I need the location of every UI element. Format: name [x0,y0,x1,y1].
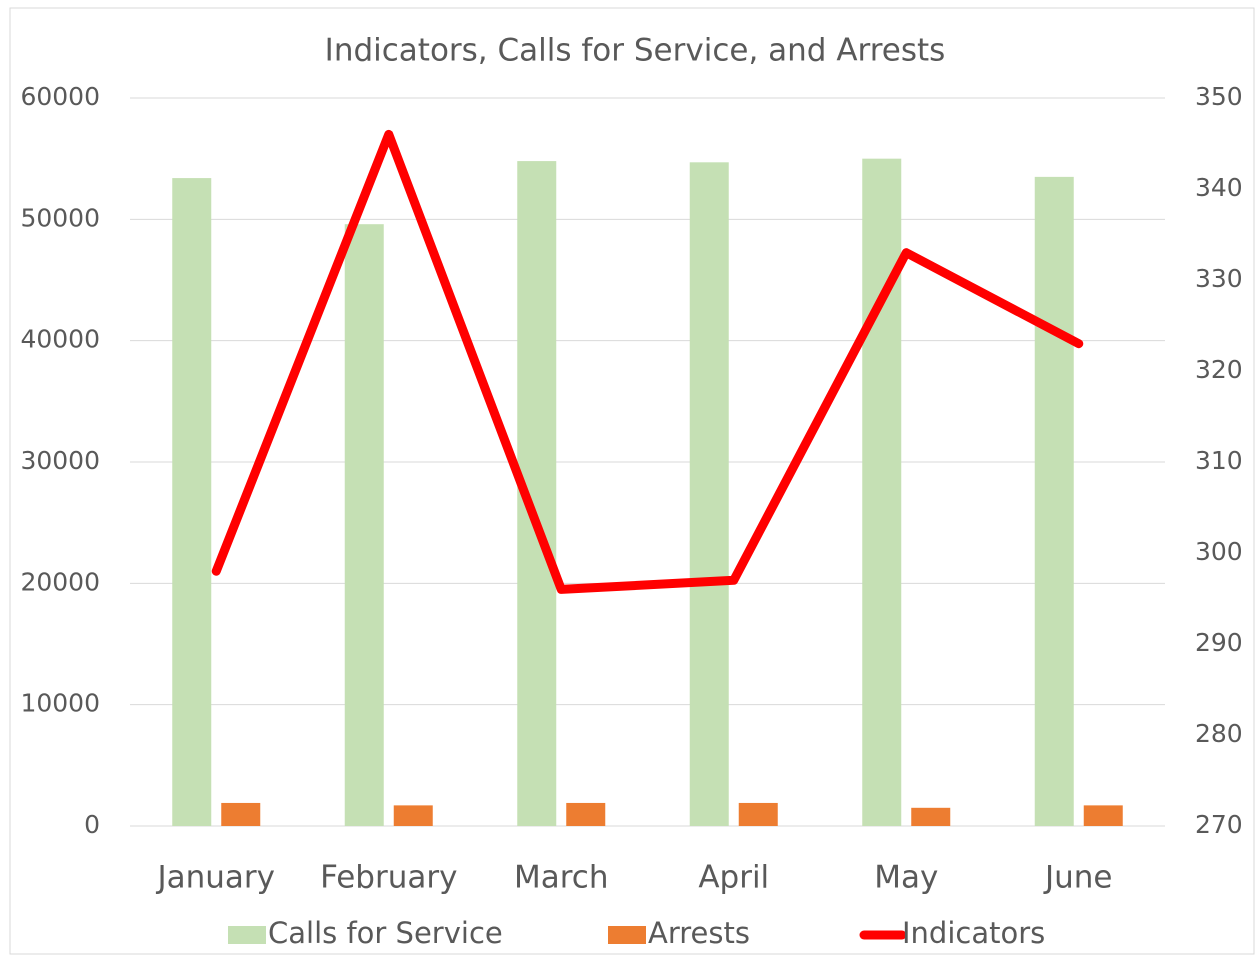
x-tick-label: April [698,860,769,896]
y-tick-label: 10000 [20,689,100,718]
y2-tick-label: 310 [1195,446,1243,475]
y2-tick-label: 300 [1195,537,1243,566]
y-tick-label: 30000 [20,446,100,475]
bar [344,224,384,827]
y2-tick-label: 340 [1195,173,1243,202]
y2-tick-label: 270 [1195,810,1243,839]
y2-tick-label: 280 [1195,719,1243,748]
bar [1083,805,1123,826]
y2-tick-label: 330 [1195,264,1243,293]
bar [1034,176,1074,826]
bar [689,162,729,827]
bar [172,178,212,826]
y-tick-label: 60000 [20,82,100,111]
legend-label: Arrests [648,916,750,950]
x-tick-label: May [874,860,938,896]
x-tick-label: March [514,860,609,896]
y2-tick-label: 320 [1195,355,1243,384]
y-tick-label: 0 [84,810,100,839]
bar [221,802,261,826]
bar [393,805,433,826]
legend-label: Calls for Service [268,916,503,950]
line [211,129,1084,594]
y-tick-label: 50000 [20,203,100,232]
bar [738,802,778,826]
bar [566,802,606,826]
x-tick-label: January [155,860,275,896]
bar [862,158,902,826]
bar [911,807,951,826]
y2-tick-label: 350 [1195,82,1243,111]
y-tick-label: 40000 [20,325,100,354]
chart-title: Indicators, Calls for Service, and Arres… [325,33,946,69]
legend-label: Indicators [902,916,1045,950]
legend-swatch [608,926,646,944]
y-tick-label: 20000 [20,567,100,596]
x-tick-label: June [1043,860,1113,896]
x-tick-label: February [320,860,457,896]
legend-swatch [228,926,266,944]
y2-tick-label: 290 [1195,628,1243,657]
